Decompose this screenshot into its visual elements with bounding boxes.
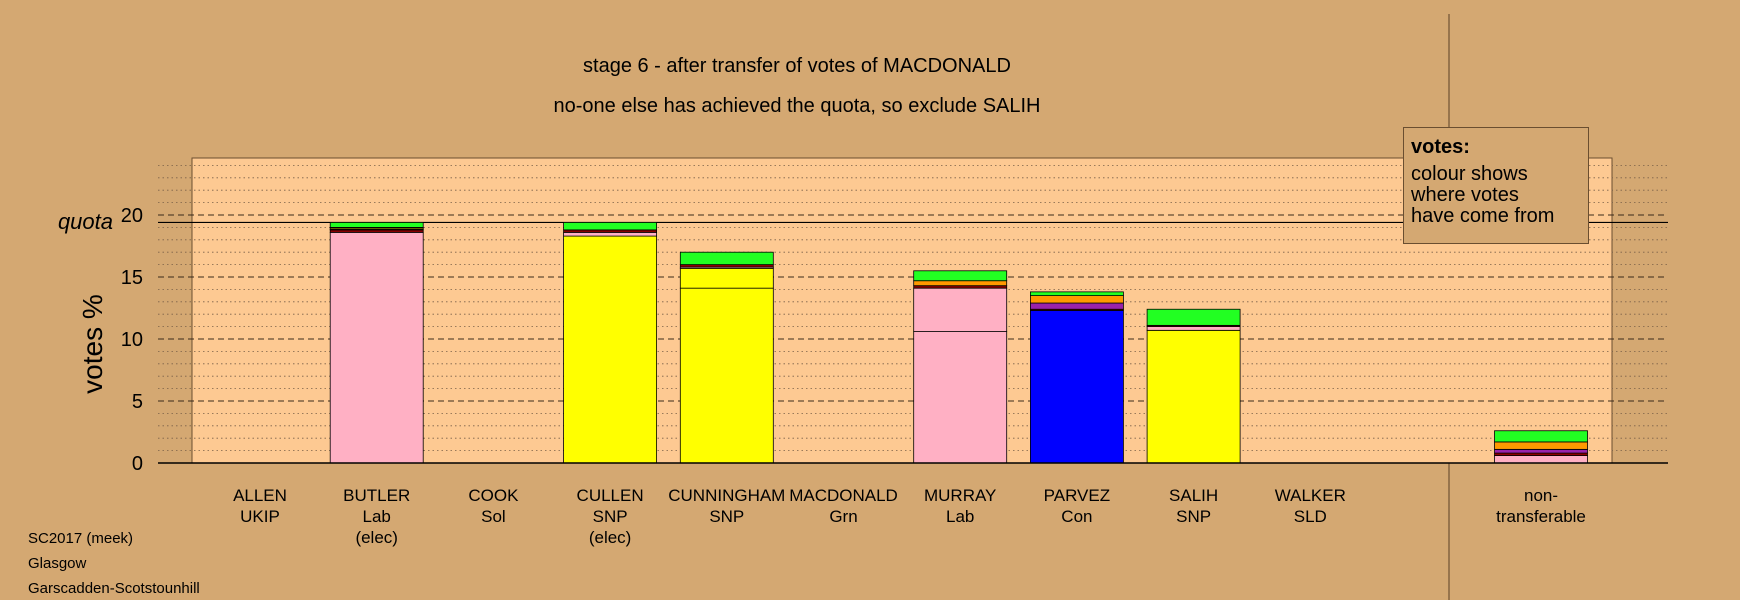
legend-title: votes: (1411, 136, 1470, 158)
bar-segment (1146, 329, 1241, 464)
x-tick-label: SNP (1176, 507, 1211, 526)
bar-cunningham (679, 251, 774, 464)
bar-segment (1030, 291, 1124, 297)
bar-segment (1146, 308, 1241, 326)
bar-segment (1030, 310, 1124, 464)
bar-segment (329, 222, 424, 228)
x-tick-label: SNP (593, 507, 628, 526)
bar-segment (563, 231, 657, 237)
legend-line-2: where votes (1411, 184, 1519, 206)
x-tick-label: (elec) (589, 528, 632, 547)
quota-label: quota (58, 209, 113, 234)
bar-segment (679, 287, 774, 464)
footer-election: SC2017 (meek) (28, 530, 134, 547)
y-tick-label: 15 (121, 267, 143, 289)
bar-butler (329, 222, 424, 464)
bar-segment (1030, 302, 1124, 310)
x-tick-label: ALLEN (233, 486, 287, 505)
x-tick-label: UKIP (240, 507, 280, 526)
x-tick-label: Lab (946, 507, 974, 526)
bar-non-transferable (1494, 430, 1588, 464)
bar-segment (1030, 295, 1124, 304)
x-tick-label-non-transferable: transferable (1496, 507, 1586, 526)
y-axis-label: votes % (77, 294, 108, 394)
x-tick-label: Sol (481, 507, 506, 526)
x-tick-label-non-transferable: non- (1524, 486, 1558, 505)
bar-segment (913, 331, 1008, 464)
x-tick-label: SLD (1294, 507, 1327, 526)
bar-segment (1494, 441, 1588, 450)
y-tick-label: 10 (121, 329, 143, 351)
bar-salih (1146, 308, 1241, 464)
legend-box: votes: colour shows where votes have com… (1403, 127, 1589, 244)
x-tick-label: CULLEN (577, 486, 644, 505)
bar-cullen (563, 222, 657, 464)
x-tick-label: SALIH (1169, 486, 1218, 505)
x-tick-label: PARVEZ (1044, 486, 1110, 505)
x-tick-label: WALKER (1275, 486, 1346, 505)
bar-segment (1146, 326, 1241, 331)
axis-layer: 0 5 10 15 20 ALLEN UKIP BUTLER Lab (elec) COOK Sol C… (121, 205, 1668, 547)
x-tick-label: Lab (363, 507, 391, 526)
x-tick-label: (elec) (355, 528, 398, 547)
bar-segment (563, 235, 657, 464)
chart-subtitle: no-one else has achieved the quota, so e… (554, 95, 1041, 117)
x-tick-label: COOK (468, 486, 519, 505)
x-tick-label: MURRAY (924, 486, 996, 505)
x-tick-label: CUNNINGHAM (668, 486, 785, 505)
bar-segment (913, 280, 1008, 287)
bar-segment (329, 231, 424, 464)
x-tick-label: Grn (829, 507, 857, 526)
bar-segment (1494, 430, 1588, 443)
y-tick-label: 5 (132, 391, 143, 413)
bar-segment (913, 270, 1008, 282)
footer-ward: Garscadden-Scotstounhill (28, 580, 200, 597)
x-tick-label: BUTLER (343, 486, 410, 505)
bar-parvez (1030, 291, 1124, 464)
chart-title: stage 6 - after transfer of votes of MAC… (583, 55, 1011, 77)
bar-segment (679, 267, 774, 289)
x-tick-label: MACDONALD (789, 486, 898, 505)
plot-area (191, 157, 1613, 464)
bar-segment (679, 251, 774, 265)
x-tick-label: SNP (709, 507, 744, 526)
x-tick-label: Con (1061, 507, 1092, 526)
y-tick-label: 20 (121, 205, 143, 227)
legend-line-3: have come from (1411, 205, 1555, 227)
legend-line-1: colour shows (1411, 163, 1528, 185)
bar-segment (1494, 455, 1588, 464)
bars-layer (329, 222, 1588, 464)
y-tick-label: 0 (132, 453, 143, 475)
bar-murray (913, 270, 1008, 464)
bar-segment (1494, 448, 1588, 454)
bar-segment (913, 287, 1008, 332)
footer-council: Glasgow (28, 555, 87, 572)
bar-segment (563, 222, 657, 231)
